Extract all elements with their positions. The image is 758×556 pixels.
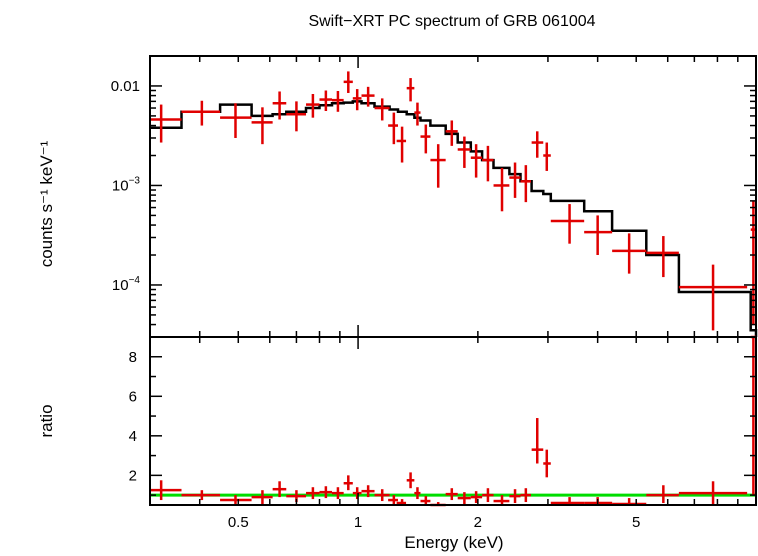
data-point [612,233,647,274]
ratio-point [550,497,585,505]
data-point [550,204,585,244]
data-point [420,124,431,154]
ratio-point [470,491,483,504]
y-tick-label: 0.01 [111,78,140,95]
ratio-points [150,335,756,507]
ratio-point [612,498,647,506]
ratio-point [332,487,344,500]
model-histogram [150,100,758,337]
data-point [482,145,494,182]
chart-title: Swift−XRT PC spectrum of GRB 061004 [308,13,595,30]
data-point [251,107,273,145]
ratio-point [420,496,431,505]
data-point [646,236,679,278]
data-point [493,167,510,212]
ratio-tick-label: 4 [129,428,137,445]
ratio-point [374,489,390,502]
data-point [181,100,221,126]
ratio-tick-label: 2 [129,467,137,484]
data-point [319,90,333,112]
ratio-tick-label: 6 [129,388,137,405]
x-tick-label: 2 [474,514,482,531]
data-point [272,91,287,120]
data-point [457,136,471,168]
ratio-point [406,472,415,489]
ratio-point [319,486,333,499]
bottom-y-axis-label: ratio [37,404,56,437]
data-point [306,94,320,118]
ratio-point [361,485,375,498]
x-tick-label: 1 [354,514,362,531]
data-point [352,89,362,111]
ratio-point [251,490,273,505]
ratio-point [457,492,471,505]
ratio-tick-label: 8 [129,349,137,366]
data-point [584,215,613,256]
ratio-point [181,490,221,501]
ratio-point [414,487,421,500]
data-point [531,131,544,158]
y-tick-label: 10−3 [112,175,141,194]
data-point [220,103,252,138]
data-point [543,142,551,171]
x-tick-label: 0.5 [228,514,249,531]
bottom-panel-frame [149,336,757,506]
data-point [286,101,307,132]
data-point [406,78,415,102]
data-point [470,144,483,178]
ratio-point [531,418,544,464]
y-tick-base: 0.01 [111,78,140,95]
top-panel-frame [149,55,757,338]
data-point [430,144,446,188]
ratio-point [150,480,182,501]
ratio-point [543,449,551,478]
data-point [445,120,458,146]
ratio-point [509,489,521,504]
ratio-point [388,495,399,505]
y-tick-label: 10−4 [112,275,141,294]
data-point [678,264,748,331]
ratio-point [343,475,353,491]
ratio-point [306,487,320,500]
data-point [374,98,390,121]
data-point [396,126,407,163]
data-point [361,86,375,107]
y-tick-exponent: −4 [129,275,141,286]
ratio-point [220,495,252,505]
ratio-point [272,481,287,498]
data-point [343,71,353,93]
data-point [520,165,531,203]
ratio-point [445,488,458,501]
ratio-point [352,487,362,500]
model-step-line [150,100,758,337]
y-tick-base: 10 [112,277,129,294]
bottom-axis-ticks: 0.5 1 2 5 2 4 6 8 [129,336,757,531]
x-axis-label: Energy (keV) [404,533,503,552]
ratio-point [482,488,494,503]
ratio-point [646,485,679,504]
data-point [150,104,182,143]
data-point [388,112,399,145]
top-y-axis-label: counts s⁻¹ keV⁻¹ [37,140,56,267]
ratio-point [678,481,748,505]
bottom-panel: 0.5 1 2 5 2 4 6 8 [129,335,757,531]
y-tick-base: 10 [112,177,129,194]
ratio-point [493,495,510,505]
data-point [509,162,521,198]
data-points [150,71,756,331]
ratio-point [520,488,531,503]
data-point [332,90,344,112]
x-tick-label: 5 [632,514,640,531]
data-point [414,102,421,126]
y-tick-exponent: −3 [129,175,141,186]
